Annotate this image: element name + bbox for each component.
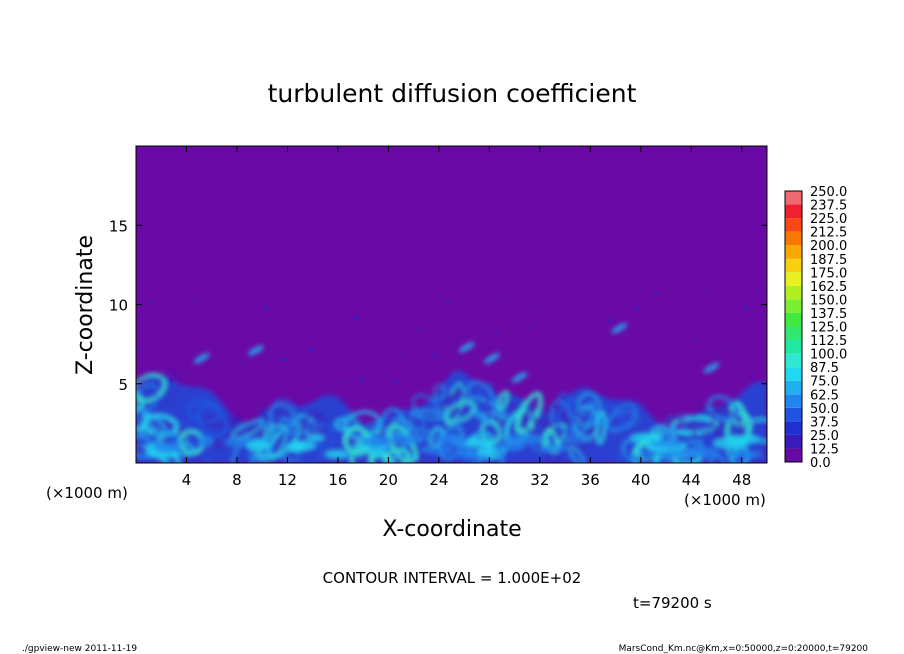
y-axis-ticks: 5 10 15 bbox=[109, 217, 767, 394]
colorbar-swatch bbox=[785, 218, 802, 232]
colorbar-swatch bbox=[785, 407, 802, 422]
colorbar-swatch bbox=[785, 272, 802, 286]
colorbar-label: 37.5 bbox=[810, 415, 839, 430]
colorbar-swatch bbox=[785, 312, 802, 327]
colorbar-label: 250.0 bbox=[810, 185, 847, 200]
x-tick-label: 24 bbox=[429, 471, 448, 489]
x-tick-label: 4 bbox=[182, 471, 192, 489]
colorbar-label: 25.0 bbox=[810, 429, 839, 444]
colorbar-swatch bbox=[785, 353, 802, 368]
y-tick-label: 10 bbox=[109, 297, 128, 315]
colorbar-label: 200.0 bbox=[810, 239, 847, 254]
colorbar-label: 12.5 bbox=[810, 442, 839, 457]
x-axis-ticks: 4 8 12 16 20 24 28 32 36 40 44 48 bbox=[182, 146, 751, 489]
colorbar-label: 150.0 bbox=[810, 293, 847, 308]
colorbar-swatch bbox=[785, 231, 802, 246]
colorbar-swatch bbox=[785, 191, 802, 205]
x-tick-label: 48 bbox=[732, 471, 751, 489]
x-tick-label: 12 bbox=[278, 471, 297, 489]
colorbar-label: 187.5 bbox=[810, 253, 847, 268]
plot-area bbox=[135, 145, 768, 464]
colorbar-swatch bbox=[785, 326, 802, 341]
colorbar-swatch bbox=[785, 448, 802, 462]
x-tick-label: 36 bbox=[581, 471, 600, 489]
x-unit-right: (×1000 m) bbox=[684, 491, 766, 509]
colorbar-label: 137.5 bbox=[810, 307, 847, 322]
chart-title: turbulent diffusion coefficient bbox=[268, 79, 637, 108]
y-tick-label: 5 bbox=[118, 376, 128, 394]
colorbar-swatch bbox=[785, 394, 802, 408]
y-tick-label: 15 bbox=[109, 217, 128, 235]
x-tick-label: 32 bbox=[530, 471, 549, 489]
x-tick-label: 16 bbox=[328, 471, 347, 489]
colorbar-label: 100.0 bbox=[810, 348, 847, 363]
colorbar-swatch bbox=[785, 245, 802, 259]
colorbar-label: 50.0 bbox=[810, 402, 839, 417]
x-tick-label: 20 bbox=[379, 471, 398, 489]
x-tick-label: 28 bbox=[480, 471, 499, 489]
footer-left: ./gpview-new 2011-11-19 bbox=[22, 644, 137, 654]
colorbar-swatch bbox=[785, 204, 802, 219]
colorbar-label: 125.0 bbox=[810, 321, 847, 336]
x-tick-label: 8 bbox=[232, 471, 242, 489]
colorbar-label: 212.5 bbox=[810, 226, 847, 241]
colorbar-label: 87.5 bbox=[810, 361, 839, 376]
colorbar-swatch bbox=[785, 367, 802, 381]
colorbar-label: 162.5 bbox=[810, 280, 847, 295]
x-tick-label: 44 bbox=[682, 471, 701, 489]
time-text: t=79200 s bbox=[633, 594, 712, 612]
colorbar-swatch bbox=[785, 299, 802, 313]
x-tick-label: 40 bbox=[631, 471, 650, 489]
contour-interval-text: CONTOUR INTERVAL = 1.000E+02 bbox=[323, 569, 582, 587]
colorbar-swatch bbox=[785, 421, 802, 435]
colorbar-label: 175.0 bbox=[810, 266, 847, 281]
colorbar: 0.012.525.037.550.062.575.087.5100.0112.… bbox=[784, 185, 847, 471]
x-axis-label: X-coordinate bbox=[382, 517, 521, 542]
colorbar-frame bbox=[784, 190, 803, 463]
colorbar-swatch bbox=[785, 340, 802, 354]
colorbar-label: 0.0 bbox=[810, 456, 831, 471]
x-unit-left: (×1000 m) bbox=[46, 484, 128, 502]
colorbar-swatch bbox=[785, 380, 802, 395]
y-axis-label: Z-coordinate bbox=[73, 235, 98, 375]
colorbar-swatch bbox=[785, 434, 802, 449]
colorbar-label: 62.5 bbox=[810, 388, 839, 403]
footer-right: MarsCond_Km.nc@Km,x=0:50000,z=0:20000,t=… bbox=[619, 644, 869, 654]
colorbar-label: 112.5 bbox=[810, 334, 847, 349]
colorbar-swatch bbox=[785, 285, 802, 300]
colorbar-label: 237.5 bbox=[810, 199, 847, 214]
turbulence-field bbox=[136, 288, 767, 463]
colorbar-label: 225.0 bbox=[810, 212, 847, 227]
colorbar-swatch bbox=[785, 258, 802, 273]
colorbar-label: 75.0 bbox=[810, 375, 839, 390]
